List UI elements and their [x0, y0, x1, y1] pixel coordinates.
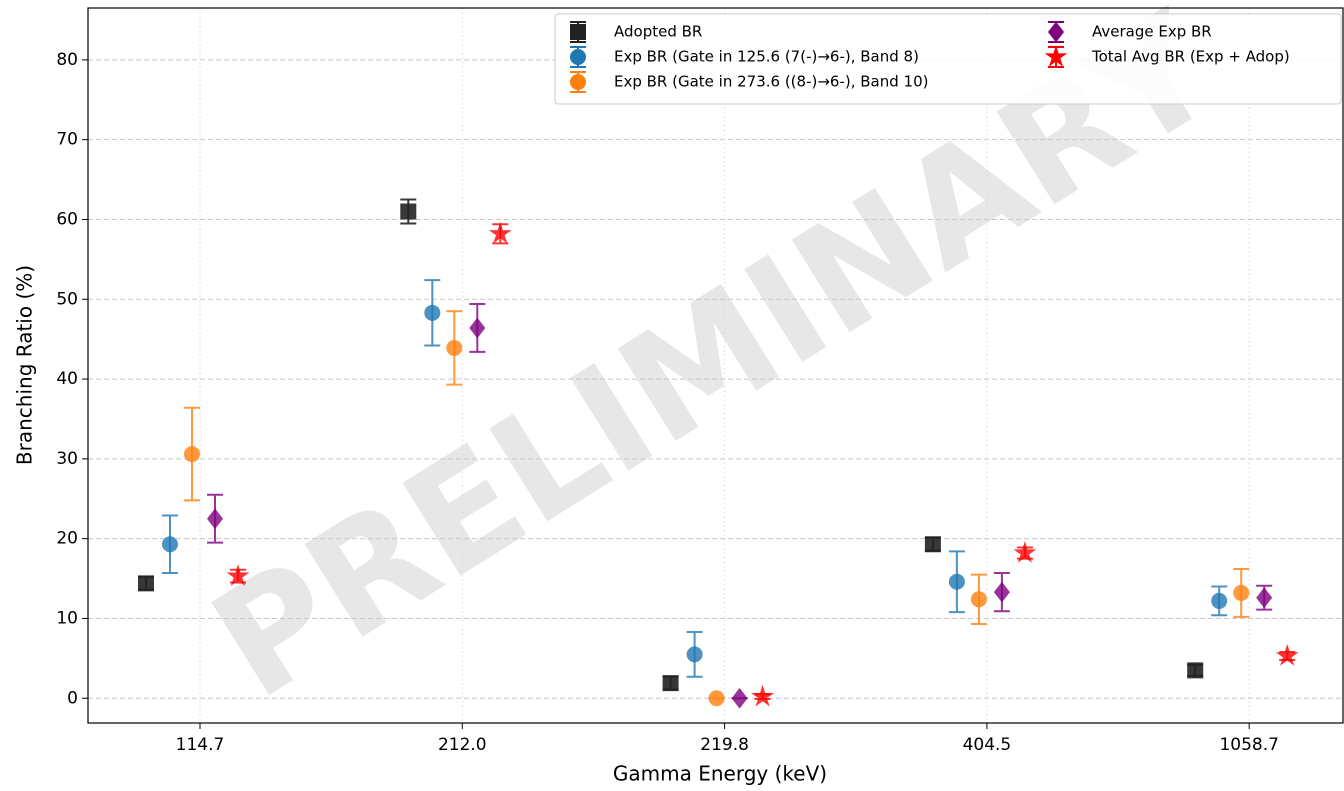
marker — [970, 591, 987, 608]
legend-label: Total Avg BR (Exp + Adop) — [1091, 48, 1290, 66]
marker — [924, 536, 941, 553]
plot-frame — [87, 7, 1344, 724]
legend-box — [554, 13, 1342, 105]
x-tick-label: 219.8 — [700, 735, 749, 755]
marker — [162, 536, 178, 553]
y-tick-label: 40 — [56, 369, 78, 389]
legend-marker — [1044, 45, 1068, 67]
marker — [751, 684, 774, 707]
marker — [138, 575, 154, 592]
legend-label: Exp BR (Gate in 125.6 (7(-)→6-), Band 8) — [614, 48, 919, 66]
legend-marker — [570, 24, 586, 40]
y-tick-label: 30 — [56, 449, 78, 469]
marker — [400, 203, 417, 220]
legend: Adopted BR Exp BR (Gate in 125.6 (7(-)→6-… — [554, 13, 1342, 105]
marker — [1275, 644, 1299, 666]
marker — [488, 221, 512, 244]
legend-marker — [1048, 21, 1064, 43]
x-tick-label: 1058.7 — [1219, 735, 1278, 755]
marker — [184, 446, 200, 463]
marker — [1256, 587, 1273, 609]
marker — [1013, 541, 1037, 563]
y-tick-label: 20 — [56, 529, 78, 549]
marker — [731, 687, 748, 709]
x-tick-label: 404.5 — [963, 735, 1012, 755]
marker — [708, 690, 725, 707]
legend-marker — [570, 74, 586, 90]
marker — [662, 675, 679, 692]
y-tick-label: 50 — [56, 289, 78, 309]
marker — [1211, 592, 1228, 609]
legend-marker — [570, 49, 586, 65]
y-tick-label: 60 — [56, 209, 78, 229]
marker — [226, 564, 250, 586]
y-tick-label: 10 — [56, 608, 78, 628]
y-tick-label: 80 — [56, 50, 78, 70]
y-axis-label: Branching Ratio (%) — [13, 265, 37, 465]
y-tick-label: 0 — [67, 688, 78, 708]
legend-label: Average Exp BR — [1092, 23, 1212, 41]
marker — [948, 573, 965, 590]
marker — [686, 646, 703, 663]
x-tick-label: 212.0 — [438, 735, 487, 755]
marker — [446, 339, 463, 356]
watermark: PRELIMINARY — [184, 0, 1247, 733]
marker — [207, 508, 223, 530]
marker — [424, 304, 441, 321]
marker — [1233, 584, 1250, 601]
y-tick-label: 70 — [56, 130, 78, 150]
legend-label: Adopted BR — [614, 23, 702, 41]
marker — [469, 317, 486, 339]
marker — [1187, 662, 1204, 679]
legend-label: Exp BR (Gate in 273.6 ((8-)→6-), Band 10… — [614, 73, 928, 91]
x-axis-label: Gamma Energy (keV) — [613, 762, 827, 786]
marker — [993, 581, 1010, 603]
x-tick-label: 114.7 — [176, 735, 225, 755]
